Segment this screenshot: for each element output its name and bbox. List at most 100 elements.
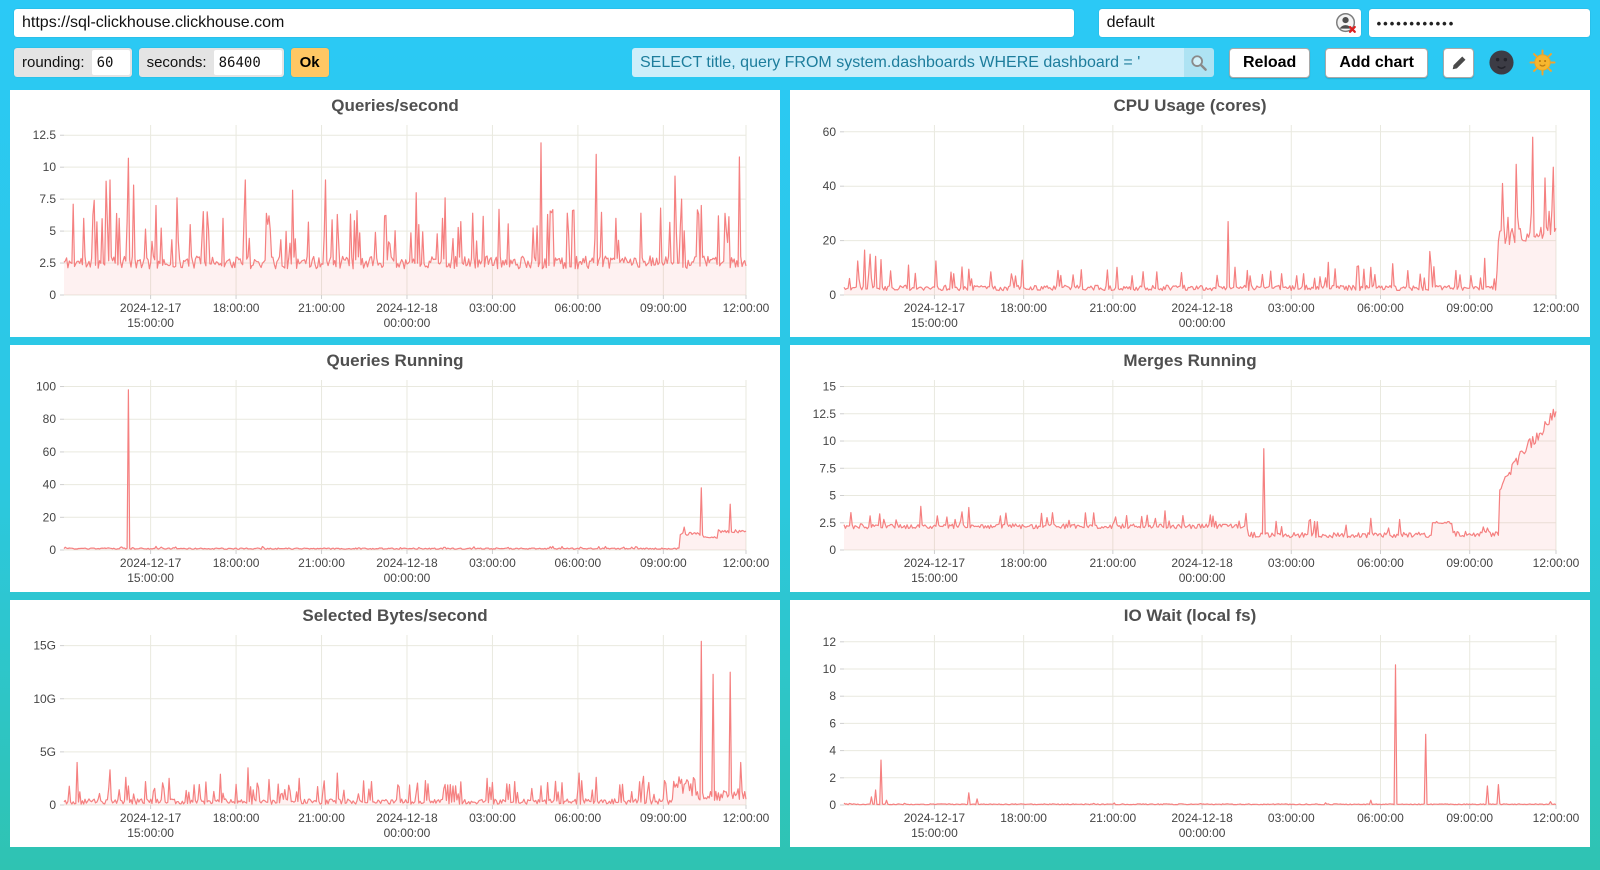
reload-button[interactable]: Reload [1228,47,1311,78]
svg-text:2024-12-18: 2024-12-18 [1171,301,1233,315]
svg-text:0: 0 [49,798,56,812]
svg-text:12:00:00: 12:00:00 [723,811,770,825]
server-url-input[interactable] [14,9,1074,37]
chart-panel-cpu-usage: CPU Usage (cores) 0 20 40 60 2024-12-17 15:00… [790,90,1590,337]
svg-text:15:00:00: 15:00:00 [127,316,174,330]
svg-text:18:00:00: 18:00:00 [1000,811,1047,825]
svg-text:00:00:00: 00:00:00 [384,571,431,585]
svg-text:18:00:00: 18:00:00 [213,301,260,315]
svg-text:09:00:00: 09:00:00 [640,301,687,315]
svg-text:2: 2 [829,771,836,785]
connection-toolbar [14,8,1590,38]
svg-text:21:00:00: 21:00:00 [1089,556,1136,570]
charts-grid: Queries/second 0 2.5 5 7.5 10 12.5 2024-12-17 1… [10,90,1590,847]
svg-text:60: 60 [43,445,57,459]
svg-text:03:00:00: 03:00:00 [1268,301,1315,315]
svg-text:2024-12-17: 2024-12-17 [120,556,182,570]
svg-text:06:00:00: 06:00:00 [555,301,602,315]
chart-title: Selected Bytes/second [302,606,488,625]
svg-text:0: 0 [829,543,836,557]
light-theme-toggle[interactable] [1529,49,1556,76]
svg-text:12:00:00: 12:00:00 [723,556,770,570]
magnifier-icon [1189,53,1209,73]
svg-text:21:00:00: 21:00:00 [1089,301,1136,315]
chart-title: IO Wait (local fs) [1123,606,1257,625]
svg-text:21:00:00: 21:00:00 [298,556,345,570]
svg-text:18:00:00: 18:00:00 [213,811,260,825]
svg-text:0: 0 [829,288,836,302]
svg-text:18:00:00: 18:00:00 [1000,301,1047,315]
svg-text:00:00:00: 00:00:00 [384,316,431,330]
svg-text:09:00:00: 09:00:00 [640,556,687,570]
svg-text:12: 12 [823,635,837,649]
rounding-input[interactable] [91,50,130,75]
svg-text:15G: 15G [33,639,56,653]
svg-text:10: 10 [823,434,837,448]
ok-button[interactable]: Ok [290,48,329,77]
svg-text:06:00:00: 06:00:00 [1357,811,1404,825]
seconds-input[interactable] [213,50,282,75]
svg-text:09:00:00: 09:00:00 [640,811,687,825]
svg-text:60: 60 [823,125,837,139]
svg-text:4: 4 [829,744,836,758]
svg-text:00:00:00: 00:00:00 [384,826,431,840]
svg-text:5: 5 [829,489,836,503]
svg-text:15:00:00: 15:00:00 [911,316,958,330]
username-input[interactable] [1098,9,1361,37]
svg-text:2024-12-17: 2024-12-17 [120,301,182,315]
add-chart-button[interactable]: Add chart [1325,47,1428,78]
svg-text:09:00:00: 09:00:00 [1446,556,1493,570]
svg-text:12:00:00: 12:00:00 [1533,811,1580,825]
svg-text:06:00:00: 06:00:00 [555,811,602,825]
svg-text:12:00:00: 12:00:00 [1533,301,1580,315]
svg-text:00:00:00: 00:00:00 [1179,316,1226,330]
svg-text:7.5: 7.5 [39,192,56,206]
svg-text:03:00:00: 03:00:00 [1268,556,1315,570]
chart-panel-io-wait: IO Wait (local fs) 0 2 4 6 8 10 12 2024-12-17 15… [790,600,1590,847]
svg-text:6: 6 [829,716,836,730]
query-input[interactable] [631,48,1184,77]
svg-text:21:00:00: 21:00:00 [1089,811,1136,825]
chart-panel-selected-bytes: Selected Bytes/second 0 5G 10G 15G 2024-12-1… [10,600,780,847]
svg-text:5: 5 [49,224,56,238]
svg-text:12:00:00: 12:00:00 [1533,556,1580,570]
svg-text:2024-12-18: 2024-12-18 [1171,811,1233,825]
svg-text:03:00:00: 03:00:00 [1268,811,1315,825]
chart-panel-merges-running: Merges Running 0 2.5 5 7.5 10 12.5 15 2024-12-1… [790,345,1590,592]
edit-button[interactable] [1443,47,1474,78]
svg-text:0: 0 [49,288,56,302]
svg-text:12.5: 12.5 [813,407,837,421]
svg-text:15:00:00: 15:00:00 [911,826,958,840]
chart-panel-queries-per-second: Queries/second 0 2.5 5 7.5 10 12.5 2024-12-17 1… [10,90,780,337]
search-button[interactable] [1183,48,1214,77]
svg-text:21:00:00: 21:00:00 [298,301,345,315]
svg-text:80: 80 [43,412,57,426]
svg-text:18:00:00: 18:00:00 [1000,556,1047,570]
svg-text:0: 0 [829,798,836,812]
svg-text:8: 8 [829,689,836,703]
svg-text:100: 100 [36,380,56,394]
svg-text:18:00:00: 18:00:00 [213,556,260,570]
svg-text:2024-12-17: 2024-12-17 [904,301,966,315]
svg-text:40: 40 [823,179,837,193]
svg-text:5G: 5G [40,745,56,759]
chart-title: Queries Running [326,351,464,370]
dark-theme-toggle[interactable] [1488,49,1515,76]
svg-text:10: 10 [823,662,837,676]
password-input[interactable] [1368,9,1590,37]
svg-text:2024-12-18: 2024-12-18 [376,556,438,570]
svg-text:2.5: 2.5 [39,256,56,270]
svg-text:09:00:00: 09:00:00 [1446,301,1493,315]
chart-title: Merges Running [1123,351,1257,370]
chart-panel-queries-running: Queries Running 0 20 40 60 80 100 2024-12-17 15… [10,345,780,592]
svg-text:40: 40 [43,478,57,492]
pencil-icon [1450,54,1468,72]
svg-text:06:00:00: 06:00:00 [1357,301,1404,315]
